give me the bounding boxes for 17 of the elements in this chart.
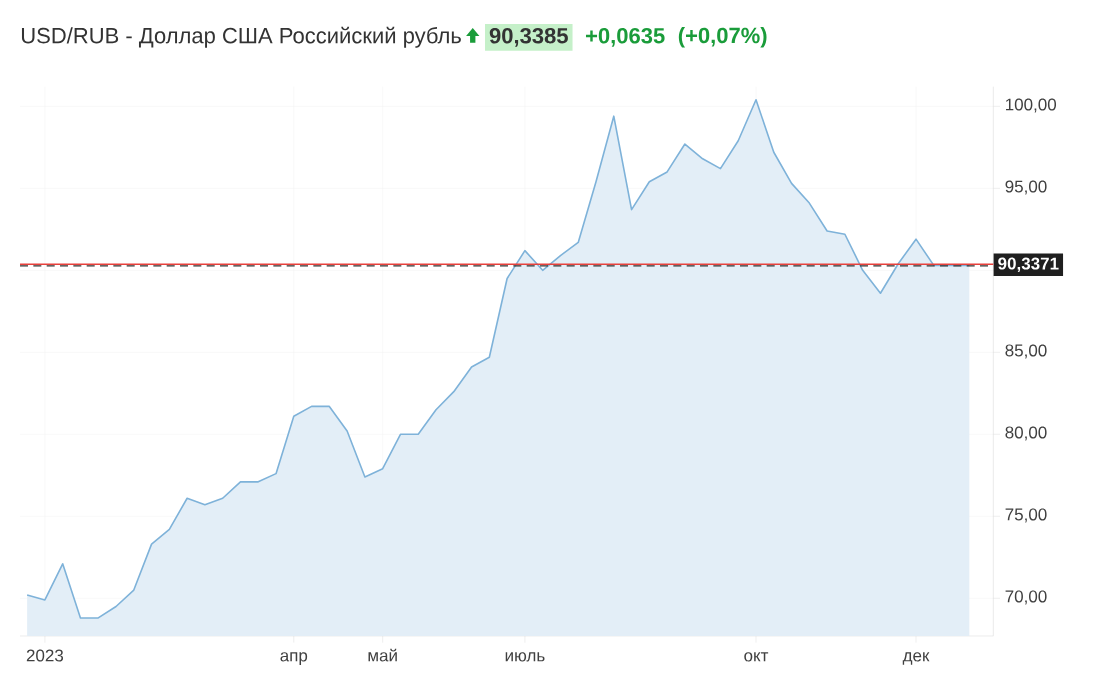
chart-title: USD/RUB - Доллар США Российский рубль [21,26,461,48]
x-tick-label: окт [744,652,769,662]
x-tick-label: 2023 [26,649,64,662]
text: +0,0635 [585,27,665,47]
y-tick-label: 70,00 [1005,590,1047,605]
ref-line-label: 90,3371 [998,257,1059,273]
y-tick-label: 95,00 [1005,180,1047,195]
text: (+0,07%) [678,27,767,48]
y-tick-label: 100,00 [1006,98,1057,113]
y-tick-label: 80,00 [1005,426,1047,441]
x-tick-label: май [368,648,397,662]
x-tick-label: дек [902,652,930,665]
x-tick-label: апр [280,652,308,665]
x-tick-label: июль [505,652,545,662]
y-tick-label: 85,00 [1005,344,1047,359]
text: 90,3385 [489,27,568,47]
y-tick-label: 75,00 [1005,508,1047,523]
